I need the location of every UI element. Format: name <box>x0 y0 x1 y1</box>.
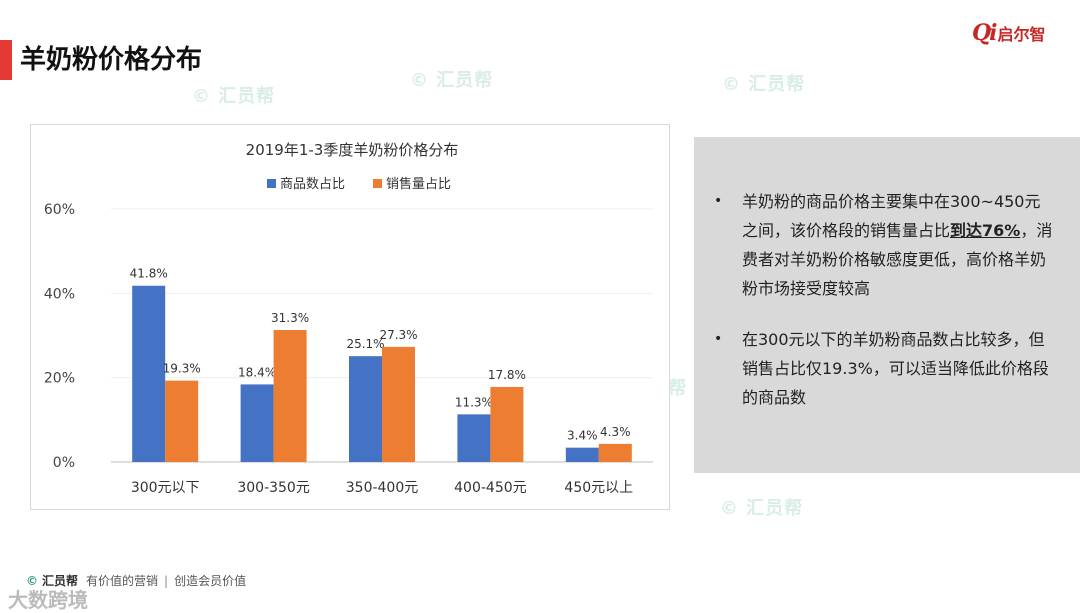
data-label: 19.3% <box>163 362 201 376</box>
brand-logo-text: 启尔智 <box>997 25 1046 44</box>
data-label: 27.3% <box>379 328 417 342</box>
data-label: 25.1% <box>346 337 384 351</box>
page-title: 羊奶粉价格分布 <box>20 45 203 75</box>
x-tick-label: 450元以上 <box>564 480 633 496</box>
bullet-icon: • <box>714 331 723 347</box>
y-tick-label: 20% <box>44 371 75 387</box>
legend-label: 商品数占比 <box>280 177 345 192</box>
y-tick-label: 0% <box>53 455 75 471</box>
note-text: ，消费者对羊奶粉价格敏感度更低，高价格羊奶粉市场接受度较高 <box>742 221 1053 298</box>
bar <box>165 380 199 462</box>
note-item: • 羊奶粉的商品价格主要集中在300~450元之间，该价格段的销售量占比到达76%… <box>714 187 1054 303</box>
footer-logo-text: 汇员帮 <box>42 574 79 588</box>
data-label: 11.3% <box>455 395 493 409</box>
bar <box>598 443 632 462</box>
data-label: 31.3% <box>271 311 309 325</box>
watermark: © 汇员帮 <box>410 70 494 91</box>
footer-slogan-right: 创造会员价值 <box>174 574 247 588</box>
x-tick-label: 350-400元 <box>346 480 419 496</box>
x-tick-label: 300元以下 <box>131 480 200 496</box>
note-emphasis: 到达76% <box>950 221 1021 240</box>
legend-swatch <box>373 179 382 188</box>
note-text: 在300元以下的羊奶粉商品数占比较多，但销售占比仅19.3%，可以适当降低此价格… <box>742 330 1049 407</box>
watermark: © 汇员帮 <box>192 86 276 107</box>
footer-slogan-left: 有价值的营销 <box>86 574 159 588</box>
notes-panel: • 羊奶粉的商品价格主要集中在300~450元之间，该价格段的销售量占比到达76%… <box>694 137 1080 473</box>
brand-logo-mark: Qi <box>972 20 997 46</box>
corner-watermark: 大数跨境 <box>8 588 88 612</box>
data-label: 41.8% <box>130 267 168 281</box>
bar <box>132 285 166 462</box>
notes-list: • 羊奶粉的商品价格主要集中在300~450元之间，该价格段的销售量占比到达76%… <box>714 187 1054 412</box>
legend-label: 销售量占比 <box>386 176 451 192</box>
bar <box>565 447 599 462</box>
x-tick-label: 400-450元 <box>454 480 527 496</box>
bar <box>490 386 524 462</box>
data-label: 18.4% <box>238 365 276 379</box>
y-tick-label: 40% <box>44 286 75 302</box>
watermark: © 汇员帮 <box>720 498 804 519</box>
data-label: 17.8% <box>488 368 526 382</box>
bar <box>349 356 382 462</box>
data-label: 4.3% <box>600 425 631 439</box>
x-tick-label: 300-350元 <box>237 480 310 496</box>
brand-logo: Qi 启尔智 <box>972 20 1056 46</box>
y-tick-label: 60% <box>44 202 75 218</box>
bar <box>273 330 307 462</box>
note-item: • 在300元以下的羊奶粉商品数占比较多，但销售占比仅19.3%，可以适当降低此价… <box>714 325 1054 412</box>
legend-swatch <box>267 179 276 188</box>
note-text: 羊奶粉的商品价格主要集中在300~450元之间，该价格段的销售量占比 <box>742 192 1041 240</box>
bar <box>382 346 415 462</box>
chart-panel: 2019年1-3季度羊奶粉价格分布商品数占比 销售量占比 0% 20% 40% 60% 41… <box>30 124 670 510</box>
chart-title: 2019年1-3季度羊奶粉价格分布 <box>246 141 459 159</box>
footer: © 汇员帮 有价值的营销 | 创造会员价值 <box>26 572 246 590</box>
bullet-icon: • <box>714 193 723 209</box>
bar <box>457 414 491 462</box>
title-accent-bar <box>0 40 12 80</box>
bar <box>240 384 274 462</box>
footer-separator: | <box>164 574 169 588</box>
watermark: © 汇员帮 <box>722 74 806 95</box>
data-label: 3.4% <box>567 429 598 443</box>
footer-logo-icon: © <box>26 574 38 588</box>
